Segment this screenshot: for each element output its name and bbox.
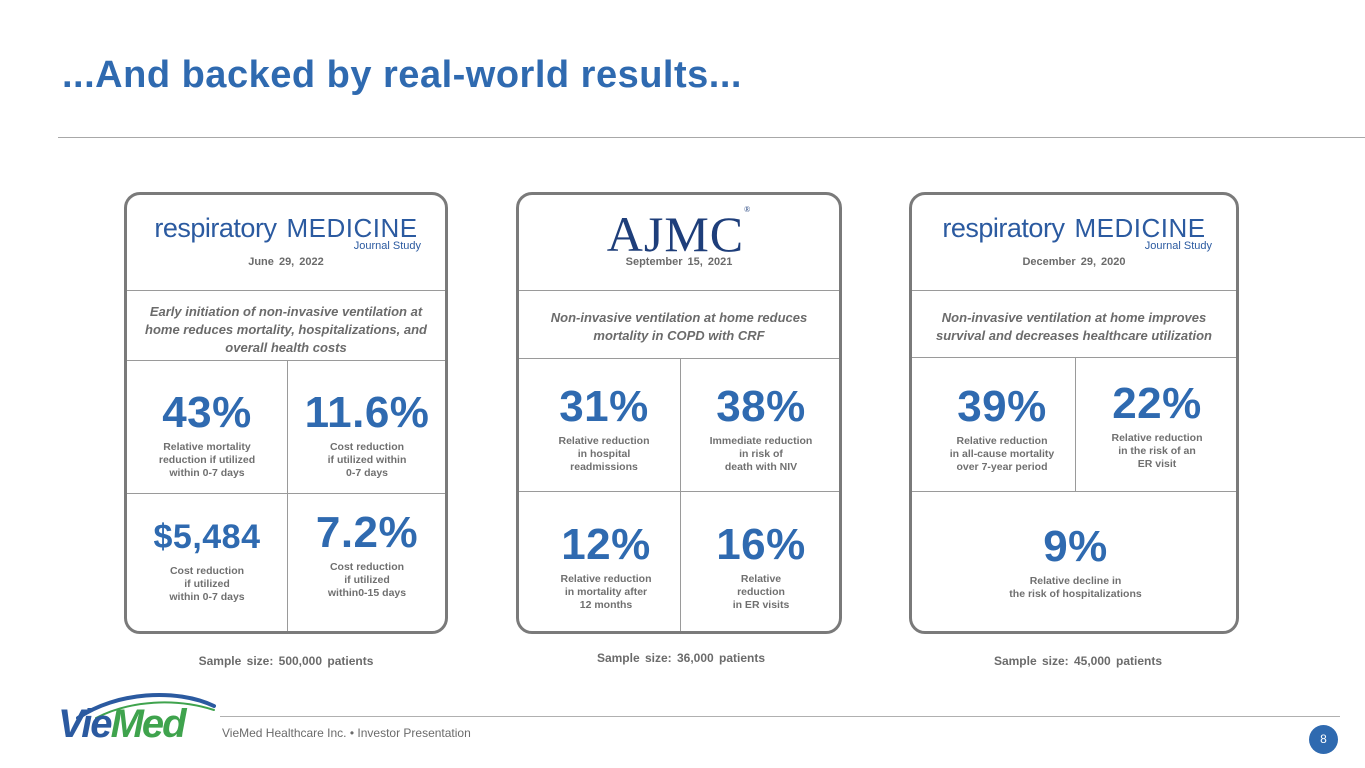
stat-cell: 31% Relative reduction in hospital readm… xyxy=(519,383,689,474)
stat-value: 16% xyxy=(716,520,806,569)
stat-cell: 11.6% Cost reduction if utilized within … xyxy=(287,388,445,480)
stat-value: $5,484 xyxy=(153,518,261,556)
ajmc-logo: AJMC® xyxy=(606,205,752,262)
stat-label: Relative decline in the risk of hospital… xyxy=(1009,575,1142,600)
sample-size: Sample size: 36,000 patients xyxy=(596,651,766,665)
stat-value: 11.6% xyxy=(304,388,430,437)
stat-value: 9% xyxy=(1043,522,1108,571)
stat-label: Relative reduction in all-cause mortalit… xyxy=(949,435,1055,473)
journal-logo: respiratory MEDICINE Journal Study xyxy=(912,213,1236,252)
logo-wordmark-vie: Vie xyxy=(58,702,113,746)
study-headline: Early initiation of non-invasive ventila… xyxy=(145,304,427,355)
stat-cell: 43% Relative mortality reduction if util… xyxy=(127,389,287,480)
divider xyxy=(127,493,445,494)
stat-cell: 16% Relative reduction in ER visits xyxy=(680,520,839,612)
divider xyxy=(519,358,839,359)
logo-wordmark: VieMed xyxy=(58,702,187,747)
stat-cell: $5,484 Cost reduction if utilized within… xyxy=(127,513,287,604)
journal-logo-word: respiratory xyxy=(942,213,1065,243)
stat-label: Relative reduction in mortality after 12… xyxy=(560,573,652,611)
divider xyxy=(127,360,445,361)
ajmc-logo-text: AJMC xyxy=(606,206,745,262)
viemed-logo: VieMed xyxy=(58,688,216,750)
study-card-respiratory-2022: respiratory MEDICINE Journal Study June 2… xyxy=(124,192,448,634)
stat-value: 39% xyxy=(957,382,1047,431)
page-title: ...And backed by real-world results... xyxy=(62,54,742,96)
stat-cell: 22% Relative reduction in the risk of an… xyxy=(1075,379,1236,471)
divider xyxy=(287,360,288,631)
stat-value: 43% xyxy=(162,388,252,437)
journal-logo-sub: Journal Study xyxy=(1144,240,1212,252)
footer-text: VieMed Healthcare Inc. • Investor Presen… xyxy=(222,726,471,740)
stat-cell: 38% Immediate reduction in risk of death… xyxy=(680,382,839,474)
divider xyxy=(127,290,445,291)
journal-logo: respiratory MEDICINE Journal Study xyxy=(127,213,445,252)
stat-label: Cost reduction if utilized within 0-7 da… xyxy=(169,565,245,603)
divider xyxy=(1075,357,1076,491)
footer-divider xyxy=(220,716,1340,717)
stat-cell: 7.2% Cost reduction if utilized within0-… xyxy=(287,508,445,600)
divider xyxy=(680,358,681,631)
sample-size: Sample size: 500,000 patients xyxy=(198,654,374,668)
journal-logo-sub: Journal Study xyxy=(353,240,421,252)
stat-cell: 9% Relative decline in the risk of hospi… xyxy=(912,522,1236,601)
title-divider xyxy=(58,137,1365,138)
study-headline: Non-invasive ventilation at home reduces… xyxy=(550,310,808,343)
stat-label: Immediate reduction in risk of death wit… xyxy=(709,435,813,473)
study-date: June 29, 2022 xyxy=(248,256,324,268)
stat-cell: 39% Relative reduction in all-cause mort… xyxy=(912,383,1092,474)
stat-cell: 12% Relative reduction in mortality afte… xyxy=(519,521,693,612)
stat-label: Relative reduction in the risk of an ER … xyxy=(1111,432,1203,470)
stat-value: 7.2% xyxy=(315,508,419,557)
card-header: respiratory MEDICINE Journal Study Decemb… xyxy=(912,195,1236,290)
divider xyxy=(519,491,839,492)
stat-value: 12% xyxy=(561,520,651,569)
journal-logo-word: respiratory xyxy=(154,213,277,243)
study-headline: Non-invasive ventilation at home improve… xyxy=(935,310,1212,343)
logo-wordmark-med: Med xyxy=(110,702,187,746)
journal-logo-caps: MEDICINE xyxy=(286,213,418,243)
card-header: respiratory MEDICINE Journal Study June 2… xyxy=(127,195,445,290)
divider xyxy=(519,290,839,291)
logo-swoosh-icon xyxy=(76,692,216,720)
stat-label: Cost reduction if utilized within0-15 da… xyxy=(327,561,407,599)
divider xyxy=(912,357,1236,358)
stat-value: 22% xyxy=(1112,379,1202,428)
stat-value: 38% xyxy=(716,382,806,431)
stat-label: Relative mortality reduction if utilized… xyxy=(158,441,256,479)
divider xyxy=(912,491,1236,492)
study-date: September 15, 2021 xyxy=(625,256,733,268)
stat-label: Relative reduction in ER visits xyxy=(732,573,790,611)
study-card-respiratory-2020: respiratory MEDICINE Journal Study Decemb… xyxy=(909,192,1239,634)
divider xyxy=(912,290,1236,291)
study-date: December 29, 2020 xyxy=(1022,256,1126,268)
stat-label: Relative reduction in hospital readmissi… xyxy=(558,435,650,473)
stat-label: Cost reduction if utilized within 0-7 da… xyxy=(327,441,407,479)
journal-logo-caps: MEDICINE xyxy=(1074,213,1206,243)
study-card-ajmc-2021: AJMC® September 15, 2021 Non-invasive ve… xyxy=(516,192,842,634)
sample-size: Sample size: 45,000 patients xyxy=(993,654,1163,668)
card-header: AJMC® September 15, 2021 xyxy=(519,195,839,290)
stat-value: 31% xyxy=(559,382,649,431)
page-number: 8 xyxy=(1309,725,1338,754)
